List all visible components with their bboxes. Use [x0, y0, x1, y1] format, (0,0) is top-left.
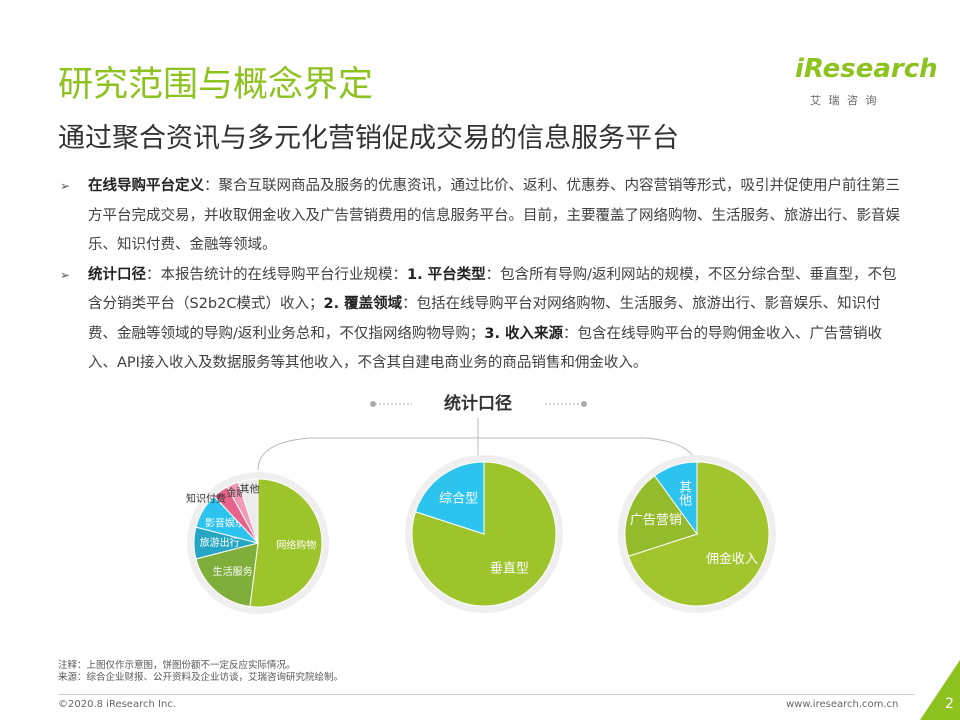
bullet: 在线导购平台定义：聚合互联网商品及服务的优惠资讯，通过比价、返利、优惠券、内容营… [60, 172, 908, 261]
corner-shape [920, 660, 960, 720]
text-run: ：聚合互联网商品及服务的优惠资讯，通过比价、返利、优惠券、内容营销等形式，吸引并… [88, 178, 900, 253]
logo: iResearch [795, 54, 938, 84]
footer-rule [58, 694, 914, 695]
text-run: 统计口径 [88, 266, 146, 283]
logo-sub: 艾 瑞 咨 询 [810, 94, 879, 107]
pie-slice [624, 475, 698, 557]
text-run: ：包含在线导购平台的导购佣金收入、广告营销收入、API接入收入及数据服务等其他收… [88, 325, 883, 372]
slice-label: 影音娱乐 [205, 516, 245, 529]
slice-label: 综合型 [439, 492, 478, 507]
corner: 2 [920, 660, 960, 720]
text-run: 2. 覆盖领域 [323, 296, 403, 312]
pie-slice [249, 478, 323, 608]
notes: 注释：上图仅作示意图，饼图份额不一定反应实际情况。 来源：综合企业财报、公开资料… [58, 660, 343, 684]
pie-slice [653, 461, 698, 536]
subtitle: 通过聚合资讯与多元化营销促成交易的信息服务平台 [58, 123, 679, 154]
copyright: ©2020.8 iResearch Inc. [58, 699, 176, 710]
slice-label: 其他 [676, 480, 692, 507]
page-number: 2 [945, 696, 954, 712]
text-run: ：包括在线导购平台对网络购物、生活服务、旅游出行、影音娱乐、知识付费、金融等领域… [88, 296, 881, 342]
text-run: ：包含所有导购/返利网站的规模，不区分综合型、垂直型，不包含分销类平台（S2b2… [88, 266, 897, 313]
slice-label: 旅游出行 [200, 536, 240, 549]
pie-slice [195, 542, 259, 608]
slice-label: 网络购物 [276, 538, 316, 551]
diagram: 统计口径 网络购物生活服务旅游出行影音娱乐知识付费金融其他垂直型综合型佣金收入广… [186, 393, 776, 614]
slice-label: 其他 [239, 482, 259, 495]
slice-label: 生活服务 [213, 565, 253, 578]
bullet: 统计口径：本报告统计的在线导购平台行业规模：1. 平台类型：包含所有导购/返利网… [60, 261, 908, 379]
pie-slice [237, 478, 259, 544]
diagram-title: 统计口径 [444, 393, 512, 414]
pie-slice [414, 461, 485, 535]
slice-label: 广告营销 [630, 513, 682, 528]
url: www.iresearch.com.cn [786, 699, 899, 710]
text-run: 1. 平台类型 [407, 266, 486, 283]
dot [370, 401, 376, 407]
text-run: ：本报告统计的在线导购平台行业规模： [146, 266, 407, 283]
bullet-list: 在线导购平台定义：聚合互联网商品及服务的优惠资讯，通过比价、返利、优惠券、内容营… [60, 172, 908, 379]
dot [581, 401, 587, 407]
note: 来源：综合企业财报、公开资料及企业访谈，艾瑞咨询研究院绘制。 [58, 672, 344, 683]
pie-slice [627, 461, 770, 607]
slice-label: 佣金收入 [706, 551, 758, 567]
note: 注释：上图仅作示意图，饼图份额不一定反应实际情况。 [58, 660, 296, 671]
text-run: 在线导购平台定义 [88, 178, 204, 194]
slice-label: 知识付费 [186, 492, 226, 505]
slice-label: 垂直型 [490, 561, 529, 576]
text-run: 3. 收入来源 [484, 325, 564, 342]
title: 研究范围与概念界定 [58, 65, 374, 105]
